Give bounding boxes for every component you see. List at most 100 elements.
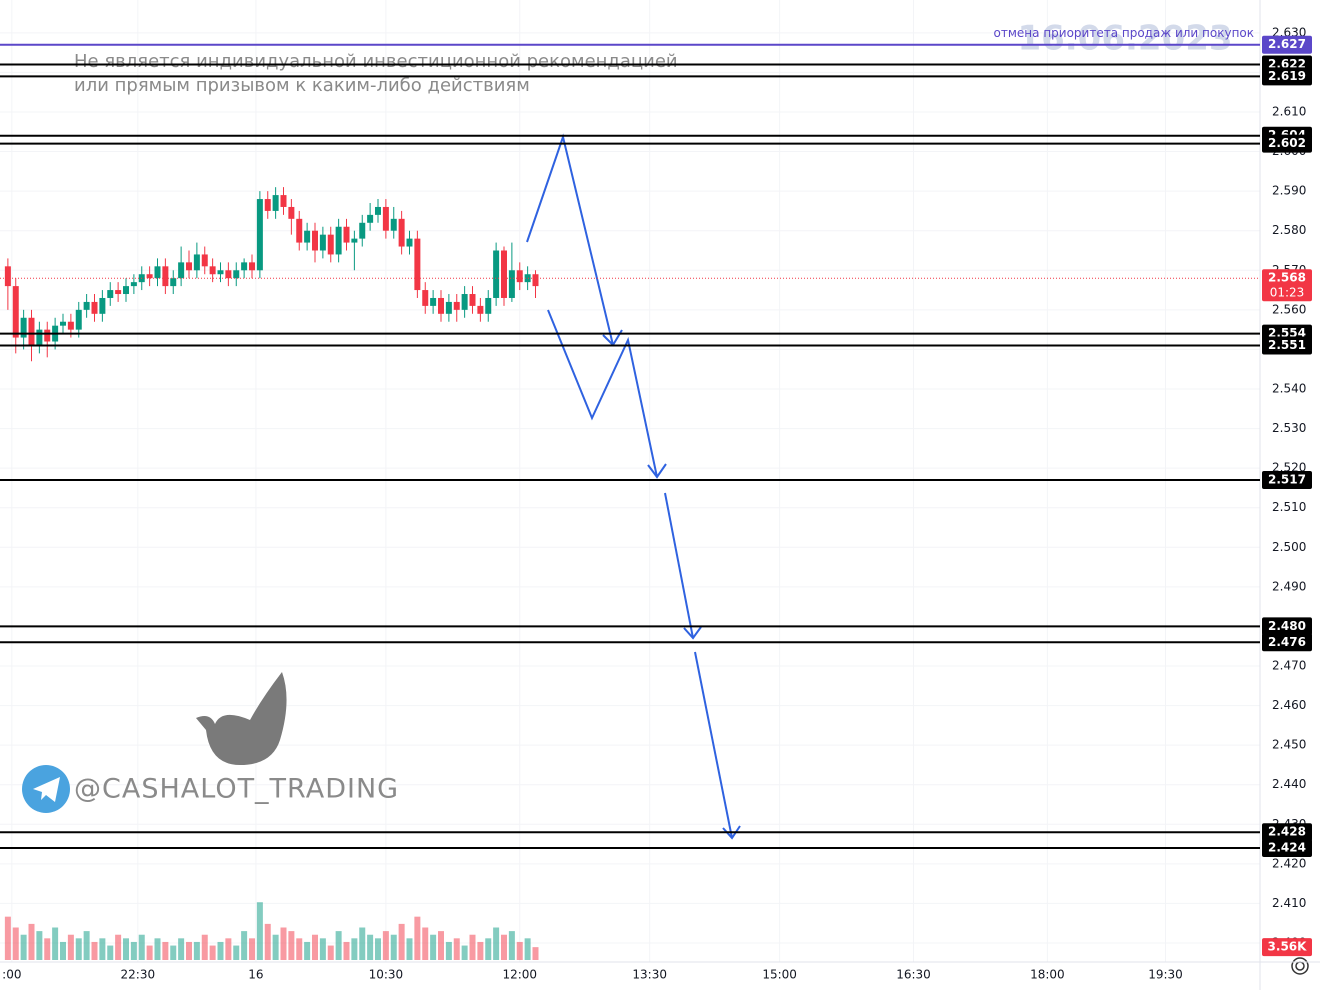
level-label: 2.517 <box>1268 473 1306 487</box>
candle-body <box>130 282 137 287</box>
volume-bar <box>485 938 492 960</box>
cancel-level-label: отмена приоритета продаж или покупок <box>994 26 1254 40</box>
x-tick-label: 16 <box>248 968 263 982</box>
level-label-bg <box>1262 839 1312 858</box>
candle-body <box>414 238 421 291</box>
y-tick-label: 2.410 <box>1272 896 1306 910</box>
volume-bar <box>146 945 153 960</box>
candle-body <box>75 309 82 330</box>
candle-body <box>36 329 43 346</box>
x-tick-label: :00 <box>2 968 21 982</box>
volume-bar <box>83 931 90 960</box>
candle-body <box>225 270 232 279</box>
level-label: 2.428 <box>1268 825 1306 839</box>
level-label-bg <box>1262 134 1312 153</box>
volume-bar <box>217 941 224 960</box>
level-label-bg <box>1262 633 1312 652</box>
candle-body <box>524 274 531 283</box>
volume-bar <box>477 941 484 960</box>
cancel-level-value: 2.627 <box>1268 37 1306 51</box>
candle-body <box>375 206 381 215</box>
candle-body <box>327 234 334 255</box>
level-label-bg <box>1262 823 1312 842</box>
candle-body <box>28 317 35 346</box>
volume-bar <box>60 941 66 960</box>
volume-bar <box>430 934 437 960</box>
candle-body <box>20 317 27 338</box>
volume-bar <box>351 938 358 960</box>
cancel-level-value-bg <box>1262 35 1312 54</box>
candle-body <box>217 270 224 275</box>
candle-body <box>67 321 74 330</box>
candle-body <box>201 254 208 267</box>
candle-body <box>438 297 444 314</box>
candle-body <box>319 234 326 251</box>
candle-body <box>115 290 122 295</box>
y-tick-label: 2.590 <box>1272 184 1306 198</box>
candle-body <box>193 254 200 271</box>
candle-body <box>186 262 192 271</box>
candle-body <box>516 270 523 283</box>
volume-bar <box>162 941 169 960</box>
candle-body <box>4 266 11 287</box>
candle-body <box>501 250 507 298</box>
settings-icon[interactable] <box>1291 957 1309 975</box>
volume-bar <box>67 934 74 960</box>
volume-bar <box>154 938 161 960</box>
volume-bar <box>327 945 334 960</box>
candle-body <box>107 290 114 298</box>
candle-body <box>508 270 515 298</box>
candle-body <box>288 206 295 219</box>
y-tick-label: 2.490 <box>1272 579 1306 593</box>
volume-bar <box>469 934 476 960</box>
y-tick-label: 2.440 <box>1272 777 1306 791</box>
candle-body <box>406 238 413 247</box>
candle-body <box>532 274 539 287</box>
volume-bar <box>107 945 114 960</box>
candle-body <box>422 290 429 306</box>
volume-bar <box>123 938 129 960</box>
volume-bar <box>115 934 122 960</box>
volume-badge-bg <box>1262 938 1312 957</box>
candle-body <box>162 266 169 287</box>
volume-bar <box>524 938 531 960</box>
candle-body <box>359 222 366 239</box>
x-tick-label: 15:00 <box>762 968 797 982</box>
candle-body <box>170 278 177 287</box>
volume-bar <box>453 938 460 960</box>
candle-body <box>272 195 279 211</box>
y-tick-label: 2.460 <box>1272 698 1306 712</box>
volume-bar <box>233 945 240 960</box>
candle-body <box>367 214 374 223</box>
candle-body <box>154 266 161 279</box>
volume-bar <box>99 938 106 960</box>
level-label-bg <box>1262 67 1312 86</box>
volume-bar <box>264 923 271 960</box>
volume-bar <box>91 941 98 960</box>
candle-body <box>390 218 397 231</box>
candle-body <box>304 230 311 243</box>
volume-bar <box>241 931 248 960</box>
volume-bar <box>343 941 350 960</box>
volume-bar <box>493 927 500 960</box>
volume-bar <box>382 931 389 960</box>
last-price: 2.568 <box>1268 271 1306 285</box>
candle-body <box>249 262 255 271</box>
disclaimer: или прямым призывом к каким-либо действи… <box>74 75 530 96</box>
countdown: 01:23 <box>1270 286 1305 300</box>
candle-body <box>382 206 389 231</box>
y-tick-label: 2.610 <box>1272 104 1306 118</box>
volume-bar <box>445 941 452 960</box>
y-tick-label: 2.530 <box>1272 421 1306 435</box>
candle-body <box>60 321 66 326</box>
y-tick-label: 2.540 <box>1272 381 1306 395</box>
x-tick-label: 10:30 <box>369 968 404 982</box>
volume-bar <box>201 934 208 960</box>
volume-bar <box>75 938 82 960</box>
y-tick-label: 2.470 <box>1272 659 1306 673</box>
candle-body <box>123 286 129 295</box>
y-tick-label: 2.500 <box>1272 540 1306 554</box>
candle-body <box>209 266 216 275</box>
volume-bar <box>130 941 137 960</box>
volume-bar <box>390 934 397 960</box>
